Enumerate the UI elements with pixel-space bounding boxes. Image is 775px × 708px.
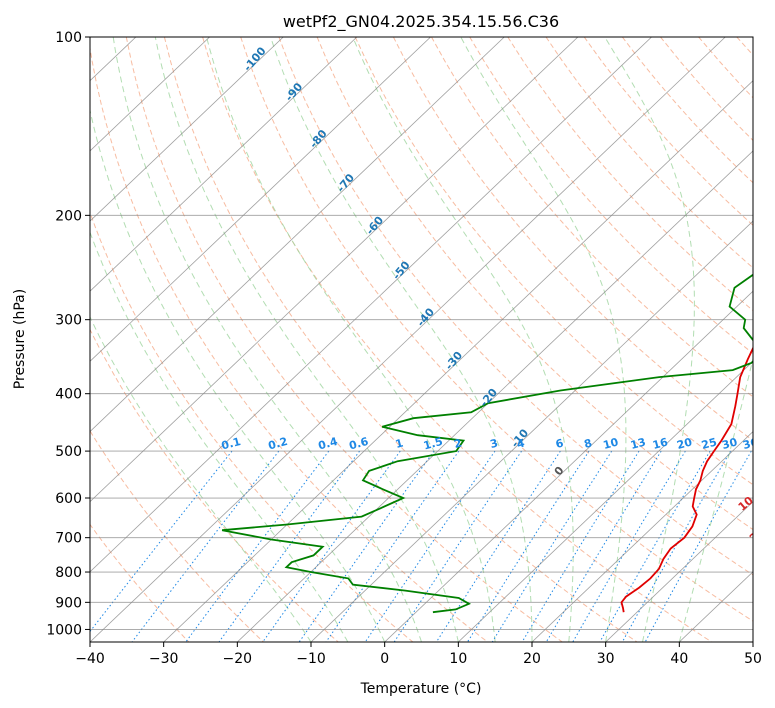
mixing-ratio-label: 25 bbox=[700, 435, 718, 452]
moist-adiabat bbox=[90, 108, 386, 642]
x-tick-label: 50 bbox=[744, 651, 762, 667]
dry-adiabat bbox=[431, 37, 753, 398]
plot-frame bbox=[89, 36, 754, 643]
mixing-ratio-line bbox=[218, 450, 361, 642]
mixing-ratio-label: 0.1 bbox=[220, 435, 242, 453]
x-tick-label: −10 bbox=[296, 651, 326, 667]
mixing-ratio-line bbox=[298, 450, 435, 642]
mixing-ratio-label: 1.5 bbox=[422, 435, 444, 453]
mixing-ratio-line bbox=[545, 450, 662, 642]
y-tick-label: 100 bbox=[55, 30, 82, 46]
dry-adiabat bbox=[163, 37, 638, 642]
y-tick-label: 900 bbox=[55, 595, 82, 611]
moist-adiabat bbox=[206, 37, 496, 642]
y-tick-label: 400 bbox=[55, 387, 82, 403]
moist-adiabat bbox=[270, 37, 533, 642]
mixing-ratio-label: 13 bbox=[629, 435, 647, 452]
temperature-line bbox=[620, 346, 753, 613]
x-tick-label: −30 bbox=[149, 651, 179, 667]
x-tick-label: −20 bbox=[223, 651, 253, 667]
isotherm bbox=[90, 37, 431, 362]
isotherm bbox=[458, 360, 753, 642]
isotherm bbox=[90, 37, 505, 433]
y-tick-label: 500 bbox=[55, 444, 82, 460]
moist-adiabat bbox=[154, 37, 459, 642]
y-tick-label: 1000 bbox=[46, 622, 82, 638]
y-tick-label: 600 bbox=[55, 491, 82, 507]
mixing-ratio-label: 2 bbox=[453, 436, 464, 451]
mixing-ratio-line bbox=[325, 450, 460, 642]
mixing-ratio-label: 6 bbox=[554, 436, 565, 451]
isotherm bbox=[90, 37, 284, 222]
mixing-ratio-label: 3 bbox=[489, 436, 500, 451]
x-tick-label: 10 bbox=[449, 651, 467, 667]
y-axis-label: Pressure (hPa) bbox=[12, 289, 28, 389]
isotherm bbox=[605, 501, 753, 642]
isotherm bbox=[90, 37, 579, 503]
x-tick-label: 40 bbox=[670, 651, 688, 667]
mixing-ratio-line bbox=[90, 450, 233, 633]
moist-adiabat bbox=[90, 230, 349, 642]
y-tick-label: 700 bbox=[55, 531, 82, 547]
dry-adiabat bbox=[90, 211, 414, 642]
chart-title: wetPf2_GN04.2025.354.15.56.C36 bbox=[283, 12, 559, 32]
isotherm bbox=[384, 290, 753, 642]
moist-adiabat bbox=[604, 37, 695, 642]
dry-adiabat bbox=[90, 523, 190, 642]
isotherm bbox=[752, 641, 753, 642]
mixing-ratio-label: 0.2 bbox=[267, 435, 289, 453]
isotherm bbox=[163, 80, 753, 642]
moist-adiabat bbox=[352, 37, 574, 642]
mixing-ratio-label: 0.4 bbox=[317, 435, 340, 453]
isotherm bbox=[90, 37, 210, 152]
isotherm bbox=[237, 150, 753, 642]
isotherm bbox=[531, 430, 753, 642]
x-tick-label: 20 bbox=[523, 651, 541, 667]
y-tick-label: 800 bbox=[55, 565, 82, 581]
dry-adiabat bbox=[278, 37, 753, 576]
mixing-ratio-label: 36 bbox=[741, 435, 759, 452]
plot-background bbox=[90, 37, 753, 642]
x-tick-label: 30 bbox=[597, 651, 615, 667]
mixing-ratio-label: 16 bbox=[651, 435, 669, 452]
dry-adiabat bbox=[469, 37, 753, 355]
isotherm bbox=[90, 37, 726, 642]
isotherm bbox=[90, 37, 652, 573]
dry-adiabat bbox=[507, 37, 753, 312]
axes: −40 −30 −20 −10 0 10 20 30 40 5010020030040050060… bbox=[46, 30, 762, 667]
mixing-ratio-line bbox=[185, 450, 330, 642]
mixing-ratio-label: 10 bbox=[602, 435, 620, 452]
isotherm bbox=[310, 220, 753, 642]
mixing-ratio-label: 0.6 bbox=[348, 435, 371, 453]
grid-layer bbox=[0, 37, 753, 642]
mixing-ratio-label: 30 bbox=[721, 435, 739, 452]
dry-adiabat-label: 30 bbox=[759, 556, 775, 576]
mixing-ratio-label: 8 bbox=[583, 436, 594, 451]
mixing-ratio-line bbox=[521, 450, 640, 642]
isotherm bbox=[0, 37, 62, 642]
moist-adiabat bbox=[460, 37, 627, 642]
profile-lines bbox=[221, 273, 753, 614]
moist-adiabat bbox=[112, 37, 422, 642]
mixing-ratio-label: 20 bbox=[675, 435, 693, 452]
y-tick-label: 300 bbox=[55, 313, 82, 329]
dry-adiabat bbox=[90, 328, 339, 642]
dry-adiabat-label: 20 bbox=[747, 525, 767, 545]
x-tick-label: 0 bbox=[380, 651, 389, 667]
mixing-ratio-label: 4 bbox=[515, 436, 526, 451]
mixing-ratio-line bbox=[621, 450, 732, 642]
x-tick-label: −40 bbox=[75, 651, 105, 667]
dry-adiabat bbox=[90, 45, 488, 642]
dry-adiabat bbox=[240, 37, 753, 622]
isotherm bbox=[90, 37, 358, 292]
mixing-ratio-line bbox=[364, 450, 496, 642]
moist-adiabat bbox=[678, 356, 753, 642]
dewpoint-line bbox=[221, 273, 753, 614]
x-axis-label: Temperature (°C) bbox=[360, 681, 482, 697]
mixing-ratio-label: 1 bbox=[394, 436, 405, 451]
dry-adiabat bbox=[90, 429, 264, 642]
y-tick-label: 200 bbox=[55, 208, 82, 224]
